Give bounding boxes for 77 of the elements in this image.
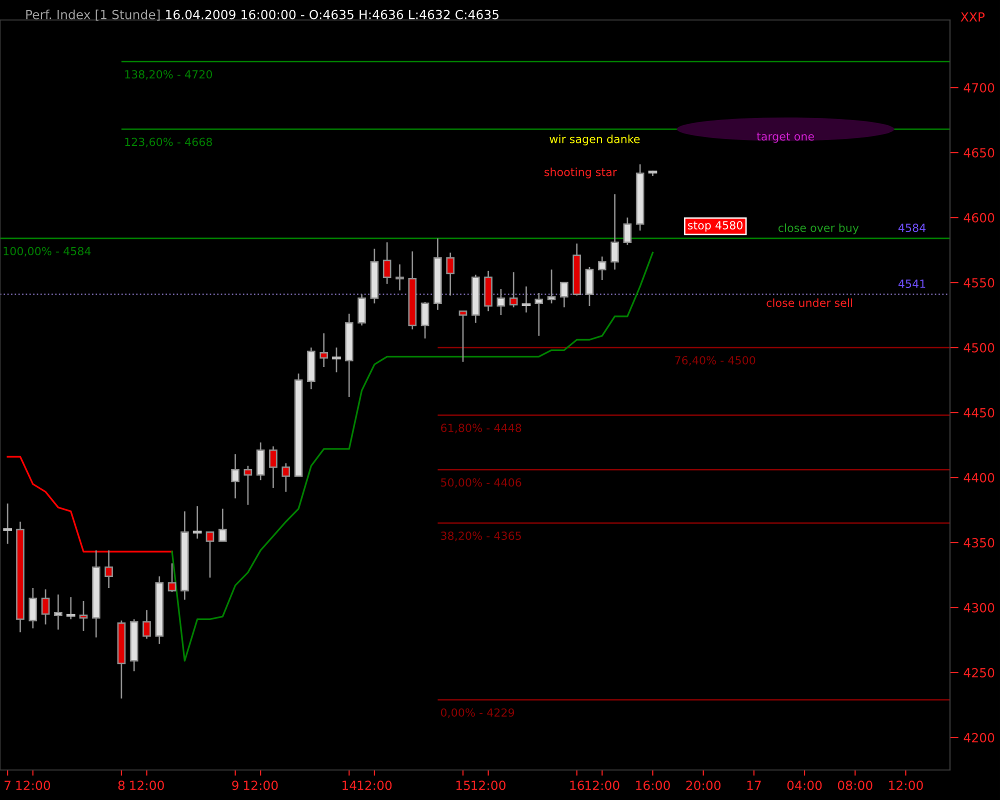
annotation: target one [756, 132, 814, 143]
chart-subtitle: 16.04.2009 16:00:00 - O:4635 H:4636 L:4632 C:4635 [166, 10, 498, 20]
annotation: shooting star [544, 168, 617, 178]
candlestick [142, 609, 151, 640]
candlestick [420, 301, 430, 340]
annotation: 61,80% - 4448 [440, 424, 522, 434]
candlestick [598, 256, 606, 281]
annotation: wir sagen danke [550, 134, 640, 146]
candlestick [610, 193, 619, 270]
line-series [171, 252, 654, 662]
annotation: 50,00% - 4406 [441, 478, 522, 488]
x-tick-label: 04:00 [787, 780, 822, 790]
x-tick-label: 16 [570, 780, 584, 790]
annotation: 138,20% - 4720 [125, 70, 212, 80]
annotation: 0,00% - 4229 [440, 708, 514, 718]
x-tick-label: 08:00 [838, 780, 872, 790]
chart-title: Perf. Index [1 Stunde] [26, 10, 160, 21]
candlestick [218, 508, 227, 542]
annotation: 76,40% - 4500 [675, 356, 756, 366]
y-tick-label: 4300 [964, 602, 994, 612]
candlestick [396, 264, 404, 292]
candlestick [168, 562, 176, 593]
annotation: 123,60% - 4668 [125, 138, 212, 148]
x-tick-label: 12:00 [16, 780, 50, 790]
x-tick-label: 14 [342, 780, 356, 790]
x-tick-label: 15 [456, 780, 470, 790]
candlestick [28, 587, 38, 630]
annotation: close over buy [778, 223, 859, 234]
y-tick-label: 4350 [964, 538, 994, 548]
candlestick [54, 594, 62, 630]
y-tick-label: 4200 [964, 732, 994, 742]
candlestick [509, 271, 518, 308]
y-tick-label: 4550 [964, 278, 994, 288]
x-tick-label: 20:00 [686, 780, 721, 790]
y-tick-label: 4700 [964, 83, 994, 93]
annotation: stop 4580 [688, 221, 743, 232]
x-tick-label: 9 [232, 780, 238, 790]
x-tick-label: 12:00 [358, 780, 392, 790]
x-tick-label: 12:00 [889, 780, 923, 790]
candlestick [458, 310, 468, 363]
x-tick-label: 12:00 [244, 780, 278, 790]
x-tick-label: 12:00 [472, 780, 506, 790]
candlestick [282, 462, 290, 493]
y-tick-label: 4650 [964, 148, 994, 158]
candlestick [79, 600, 88, 632]
annotation: 38,20% - 4365 [441, 532, 521, 542]
y-tick-label: 4450 [964, 408, 994, 418]
candlestick [496, 288, 506, 316]
x-tick-label: 7 [4, 780, 10, 790]
candlestick [623, 216, 632, 246]
candlestick [560, 282, 568, 308]
candlestick [206, 531, 214, 578]
candlestick [269, 446, 278, 489]
candlestick [446, 252, 455, 296]
y-tick-label: 4500 [964, 343, 994, 352]
x-tick-label: 12:00 [130, 780, 164, 790]
candlestick [547, 268, 556, 304]
candlestick [244, 465, 252, 506]
candlestick [104, 550, 113, 589]
annotation: 4584 [898, 224, 926, 232]
annotation: 4541 [898, 280, 926, 288]
y-tick-label: 4400 [964, 473, 994, 482]
candlestick [382, 242, 392, 285]
x-tick-label: 17 [747, 780, 761, 790]
annotation: 100,00% - 4584 [4, 246, 91, 256]
x-tick-label: 8 [118, 780, 125, 790]
y-tick-label: 4600 [964, 213, 994, 222]
candlestick [41, 588, 50, 626]
candlestick [534, 292, 544, 337]
y-axis-title: XXP [960, 12, 985, 22]
line-series [6, 456, 173, 552]
x-tick-label: 12:00 [585, 780, 620, 790]
candlestick [231, 453, 240, 500]
x-tick-label: 16:00 [636, 780, 670, 790]
y-tick-label: 4250 [964, 668, 994, 678]
candlestick [320, 332, 328, 368]
annotation: close under sell [766, 298, 852, 308]
